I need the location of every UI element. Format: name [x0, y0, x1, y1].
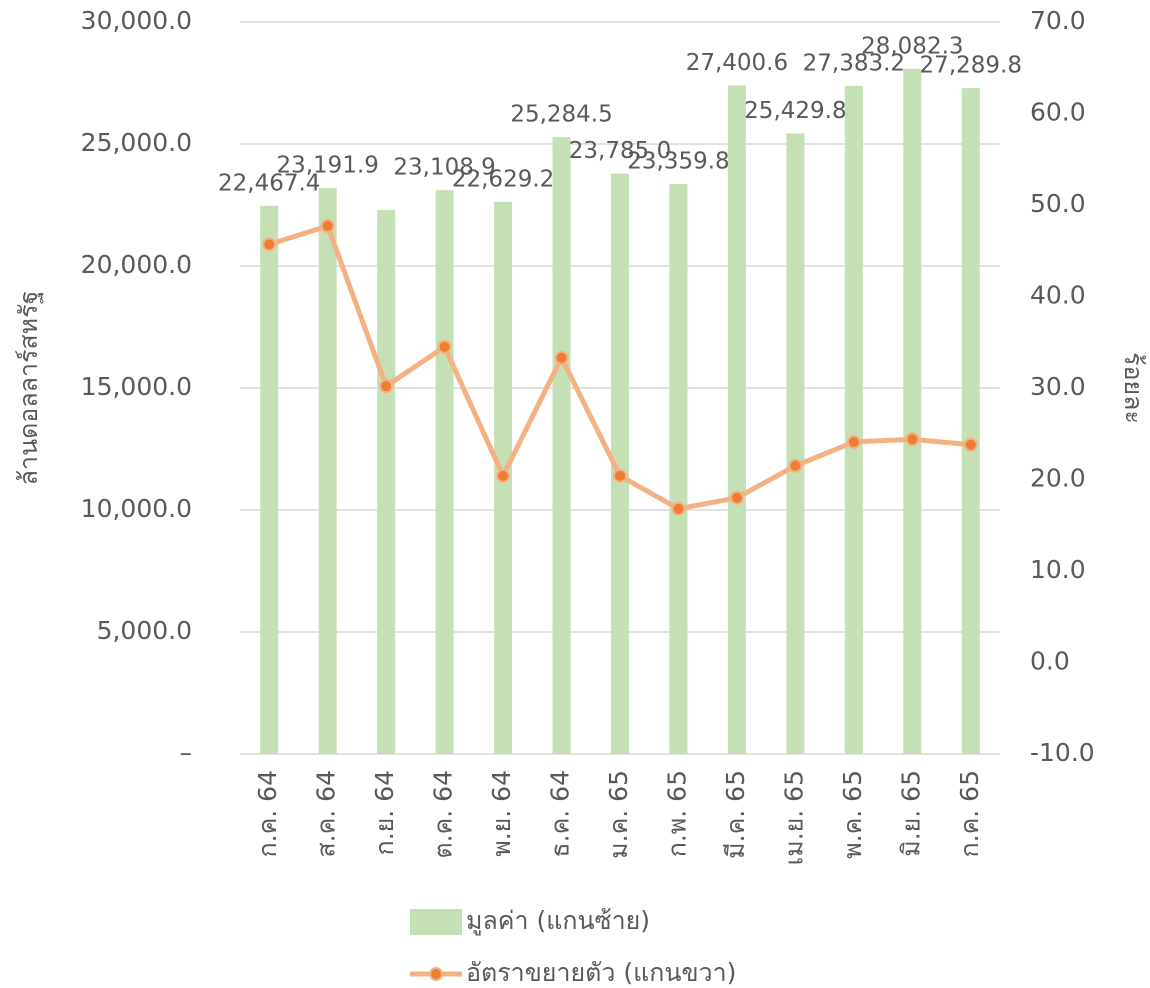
- line-marker: [846, 434, 861, 449]
- x-tick-label: มี.ค. 65: [721, 770, 750, 859]
- x-tick-label: ม.ค. 65: [604, 770, 633, 859]
- y-tick-label: 5,000.0: [97, 616, 192, 645]
- y2-axis-title: ร้อยละ: [1119, 352, 1148, 424]
- y-tick-label: 20,000.0: [81, 250, 192, 279]
- x-tick-label: ก.ย. 64: [370, 770, 399, 855]
- y-tick-label: 10,000.0: [81, 494, 192, 523]
- y2-tick-label: 20.0: [1030, 464, 1086, 493]
- line-marker: [554, 350, 569, 365]
- data-label: 23,785.0: [569, 138, 671, 164]
- bar: [318, 188, 337, 754]
- legend-label: อัตราขยายตัว (แกนขวา): [466, 958, 736, 987]
- line-marker: [496, 468, 511, 483]
- y-axis-title: ล้านดอลลาร์สหรัฐ: [14, 291, 43, 486]
- bar: [435, 190, 454, 755]
- bar: [669, 184, 688, 754]
- x-tick-label: พ.ย. 64: [487, 770, 516, 857]
- line-marker: [262, 237, 277, 252]
- line-marker: [729, 490, 744, 505]
- bar: [552, 137, 571, 754]
- y2-tick-label: 50.0: [1030, 189, 1086, 218]
- y-tick-label: 15,000.0: [81, 372, 192, 401]
- legend-label: มูลค่า (แกนซ้าย): [466, 906, 650, 936]
- y2-tick-label: 10.0: [1030, 555, 1086, 584]
- data-label: 23,108.9: [393, 155, 495, 181]
- bar: [377, 209, 396, 754]
- legend-marker: [429, 967, 443, 981]
- x-tick-label: ก.ค. 64: [253, 770, 282, 858]
- bar: [260, 205, 279, 755]
- x-tick-label: พ.ค. 65: [838, 770, 867, 859]
- bar: [844, 85, 863, 755]
- line-marker: [320, 219, 335, 234]
- data-label: 23,191.9: [276, 153, 378, 179]
- data-label: 22,467.4: [218, 170, 320, 196]
- y-tick-label: –: [180, 738, 193, 767]
- data-label: 27,400.6: [686, 50, 788, 76]
- x-tick-label: ก.พ. 65: [662, 770, 691, 857]
- x-tick-label: ก.ค. 65: [955, 770, 984, 858]
- bar: [611, 173, 629, 754]
- line-marker: [963, 437, 978, 452]
- y2-tick-label: 0.0: [1030, 647, 1070, 676]
- y-tick-label: 30,000.0: [81, 6, 192, 35]
- x-tick-label: เม.ย. 65: [779, 770, 808, 865]
- data-label: 28,082.3: [861, 33, 963, 59]
- line-marker: [905, 432, 920, 447]
- data-label: 27,383.2: [803, 50, 905, 76]
- data-label: 27,289.8: [920, 53, 1022, 79]
- y2-tick-label: -10.0: [1030, 738, 1095, 767]
- line-marker: [379, 379, 394, 394]
- data-label: 23,359.8: [627, 149, 729, 175]
- bar: [903, 68, 922, 755]
- data-label: 22,629.2: [452, 166, 554, 192]
- x-tick-label: มิ.ย. 65: [896, 770, 925, 857]
- bar: [786, 133, 805, 754]
- bar: [727, 85, 746, 755]
- data-label: 25,429.8: [744, 98, 846, 124]
- line-marker: [613, 468, 627, 483]
- legend-swatch: [410, 909, 462, 935]
- y2-tick-label: 40.0: [1030, 281, 1086, 310]
- x-tick-label: ส.ค. 64: [312, 770, 341, 858]
- line-marker: [437, 339, 452, 354]
- bar: [961, 88, 980, 754]
- line-marker: [671, 501, 686, 516]
- data-label: 25,284.5: [510, 102, 612, 128]
- x-tick-label: ธ.ค. 64: [546, 770, 575, 858]
- y2-tick-label: 60.0: [1030, 98, 1086, 127]
- y-tick-label: 25,000.0: [81, 128, 192, 157]
- x-tick-label: ต.ค. 64: [429, 770, 458, 859]
- y2-tick-label: 30.0: [1030, 372, 1086, 401]
- y2-tick-label: 70.0: [1030, 6, 1086, 35]
- line-marker: [788, 458, 803, 473]
